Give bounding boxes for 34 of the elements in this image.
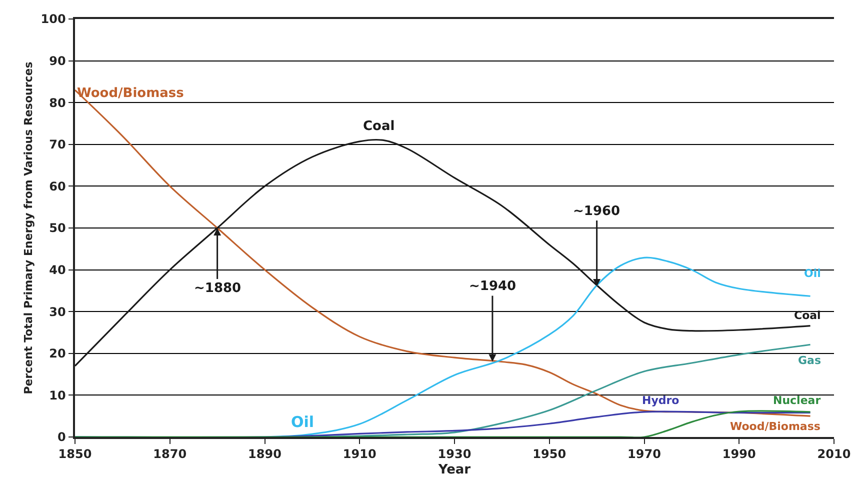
y-tick-label: 100 bbox=[40, 12, 66, 26]
x-tick-label: 1990 bbox=[722, 447, 756, 462]
annotation: Coal bbox=[363, 119, 395, 134]
y-tick-label: 30 bbox=[49, 304, 66, 319]
series-label: Hydro bbox=[642, 394, 680, 407]
x-tick-label: 1930 bbox=[438, 447, 472, 462]
y-tick-label: 0 bbox=[57, 430, 66, 444]
x-tick-label: 2010 bbox=[817, 447, 851, 462]
x-axis-title: Year bbox=[437, 462, 472, 478]
series-label: Nuclear bbox=[773, 394, 822, 407]
y-axis-title: Percent Total Primary Energy from Various Resources bbox=[22, 61, 35, 394]
y-tick-label: 90 bbox=[49, 54, 66, 68]
x-tick-label: 1970 bbox=[628, 447, 661, 462]
y-tick-label: 80 bbox=[49, 96, 66, 110]
y-tick-label: 70 bbox=[49, 138, 66, 152]
annotation: ~1960 bbox=[573, 204, 620, 219]
x-tick-label: 1870 bbox=[153, 447, 187, 462]
y-tick-label: 50 bbox=[49, 221, 66, 236]
annotation: ~1940 bbox=[469, 279, 516, 294]
x-tick-label: 1850 bbox=[58, 447, 92, 462]
series-label: Wood/Biomass bbox=[730, 420, 821, 433]
y-tick-label: 40 bbox=[49, 263, 66, 277]
annotation: ~1880 bbox=[194, 281, 242, 296]
y-tick-label: 10 bbox=[49, 388, 66, 402]
x-tick-label: 1890 bbox=[248, 447, 282, 462]
x-tick-label: 1950 bbox=[532, 447, 566, 462]
annotation: Wood/Biomass bbox=[77, 86, 184, 101]
y-tick-label: 20 bbox=[49, 346, 66, 361]
x-tick-label: 1910 bbox=[342, 447, 376, 462]
y-tick-label: 60 bbox=[49, 179, 66, 194]
annotation: Oil bbox=[291, 413, 314, 431]
series-label: Coal bbox=[794, 309, 821, 322]
series-label: Gas bbox=[798, 354, 822, 367]
series-label: Oil bbox=[804, 267, 821, 280]
